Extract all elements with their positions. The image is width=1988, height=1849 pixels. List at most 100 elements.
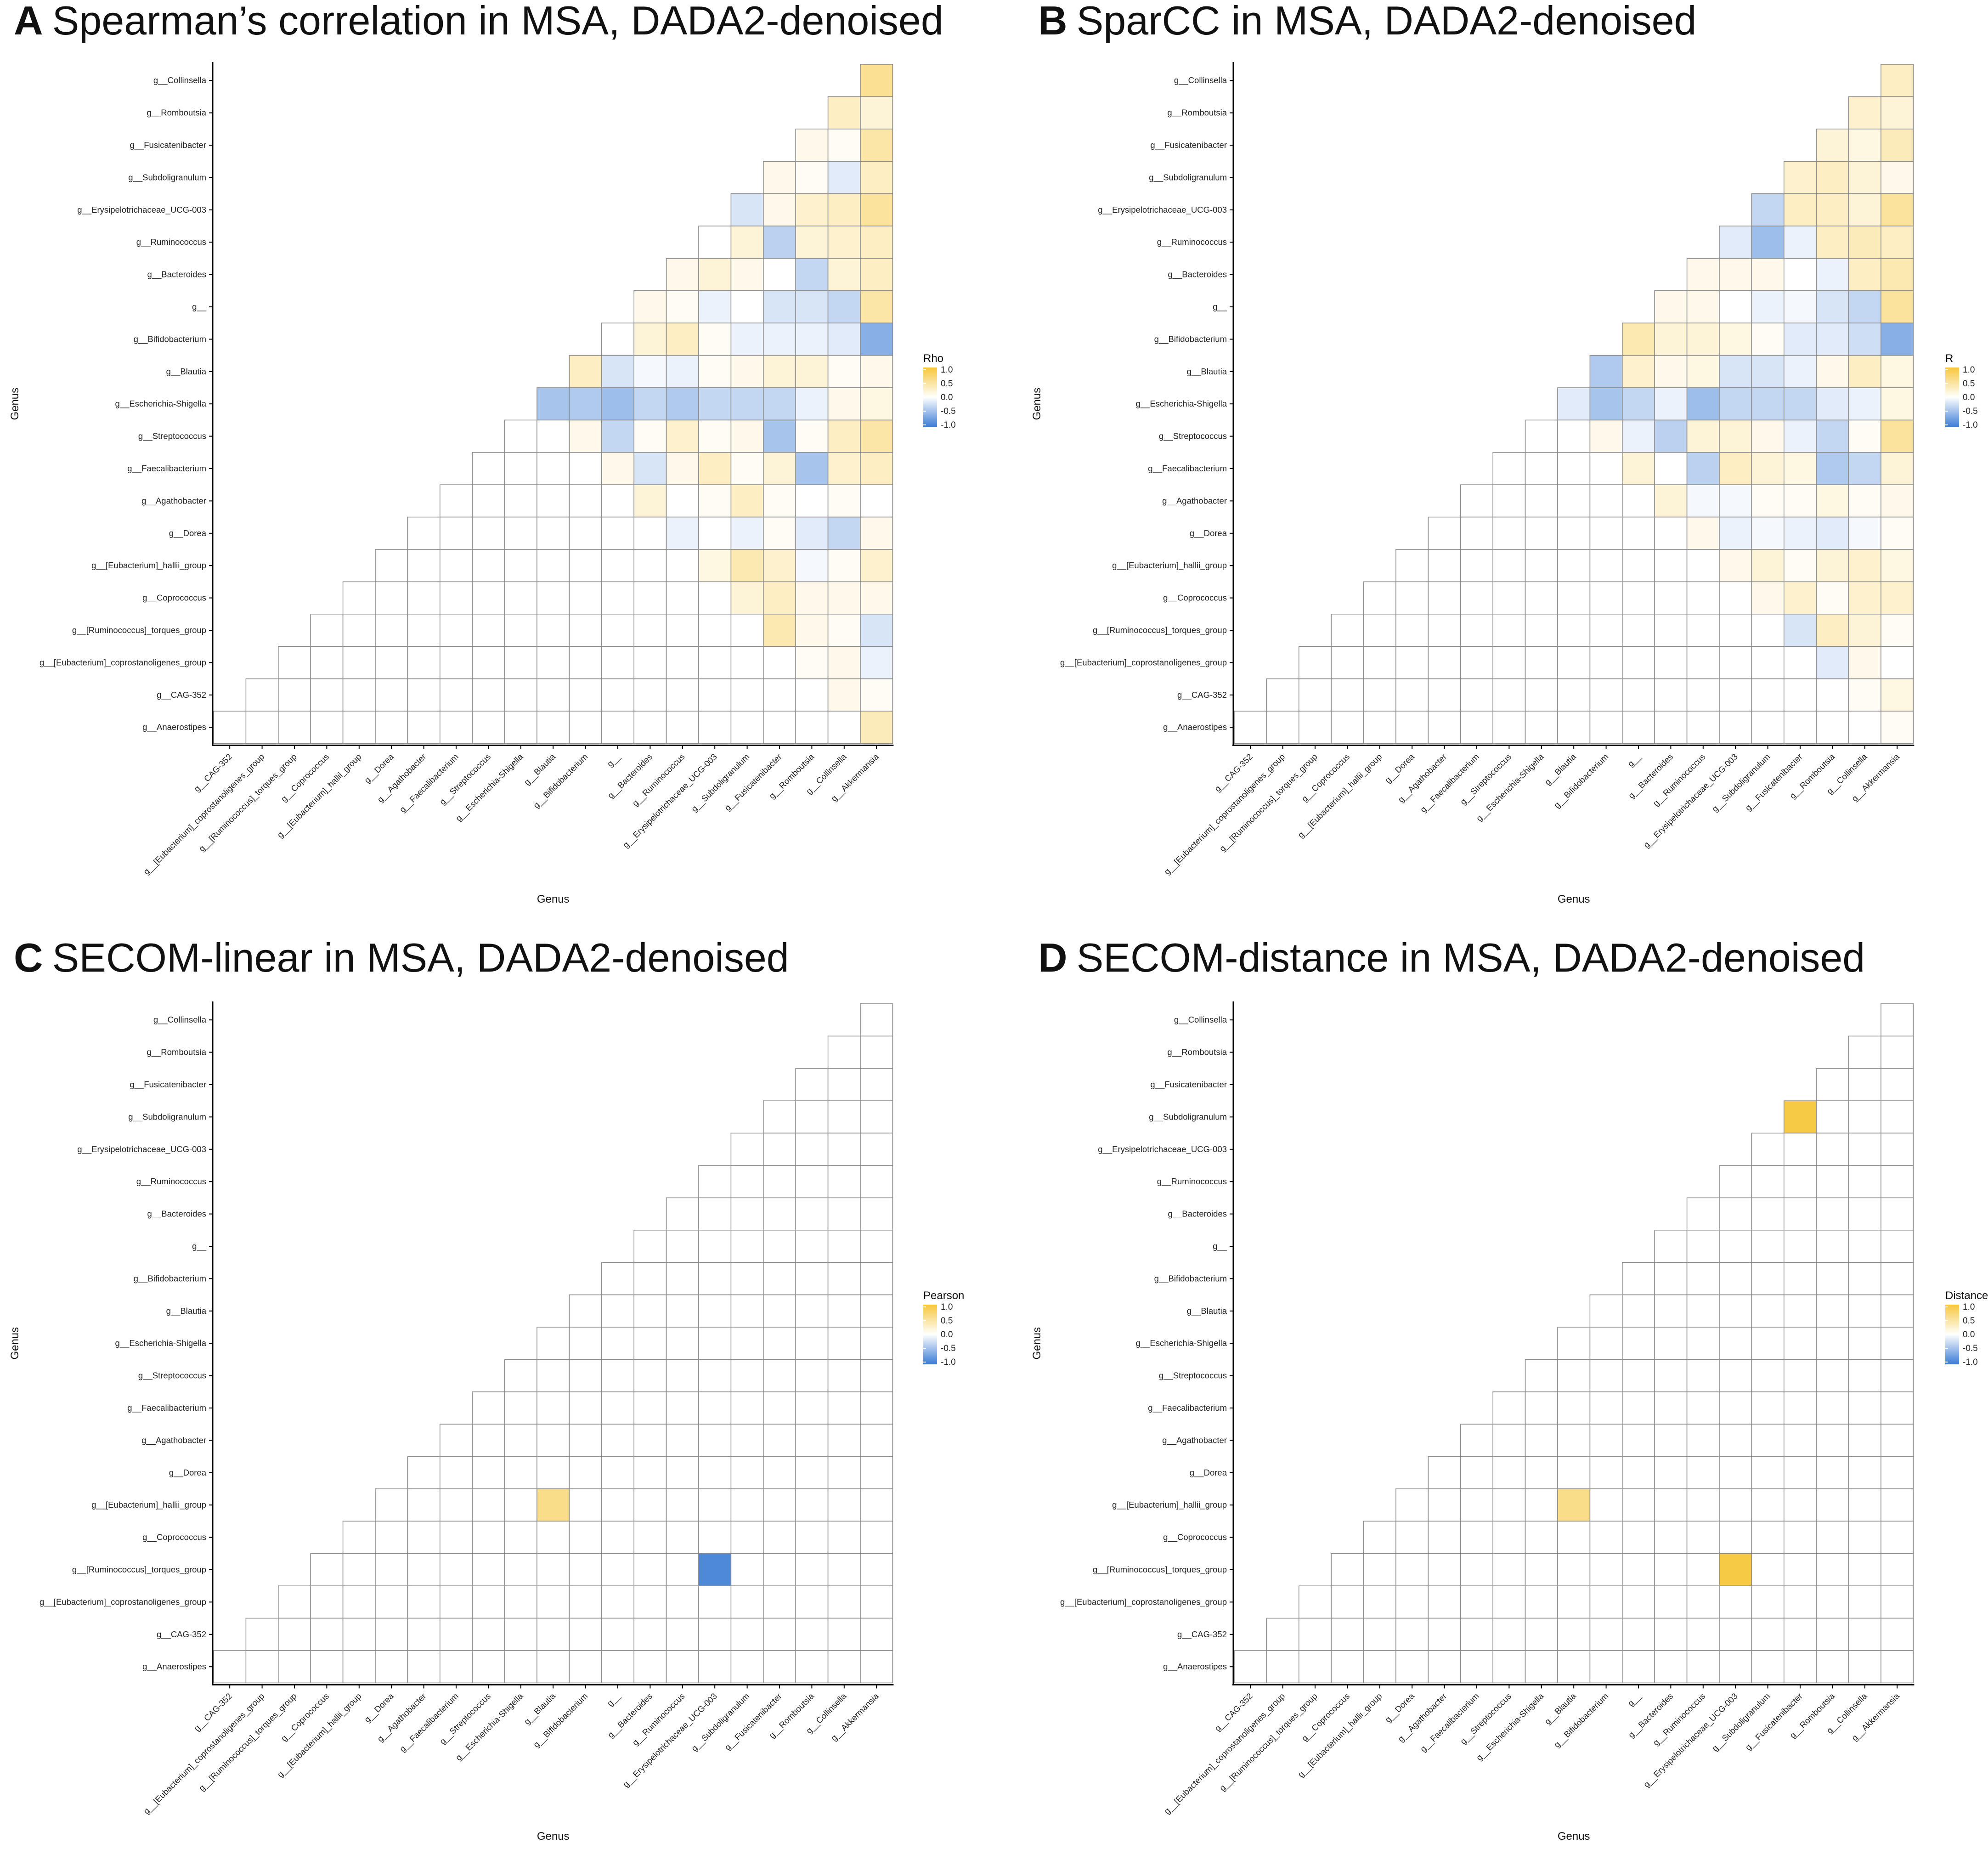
heatmap-cell	[537, 1327, 570, 1360]
heatmap-cell	[1816, 1262, 1849, 1295]
heatmap-cell	[1784, 678, 1817, 712]
heatmap-cell	[439, 581, 473, 615]
heatmap-cell	[1881, 1617, 1914, 1651]
heatmap-cell	[860, 355, 893, 388]
heatmap-cell	[1428, 581, 1461, 615]
heatmap-cell	[1492, 549, 1526, 582]
heatmap-cell	[1881, 1359, 1914, 1392]
heatmap-cell	[213, 1650, 247, 1684]
y-tick-label: g__Ruminococcus	[1157, 1176, 1227, 1187]
heatmap-cell	[1848, 1585, 1881, 1619]
heatmap-cell	[1816, 1521, 1849, 1554]
heatmap-cell	[698, 1294, 732, 1328]
heatmap-cell	[1848, 1359, 1881, 1392]
heatmap-cell	[827, 452, 861, 485]
panel-c-heatmap: g__Collinsella g__Romboutsia g__Fusicateni…	[9, 1001, 964, 1843]
heatmap-cell	[1784, 258, 1817, 291]
heatmap-cell	[1816, 355, 1849, 388]
y-tick-label: g__Coprococcus	[142, 1532, 206, 1543]
heatmap-cell	[730, 1585, 764, 1619]
heatmap-cell	[666, 1391, 699, 1425]
heatmap-cell	[375, 1585, 408, 1619]
legend-title: Pearson	[923, 1289, 964, 1302]
heatmap-cell	[1848, 452, 1881, 485]
heatmap-cell	[1784, 1294, 1817, 1328]
heatmap-cell	[1784, 355, 1817, 388]
heatmap-cell	[827, 614, 861, 647]
heatmap-cell	[310, 678, 344, 712]
heatmap-cell	[698, 1327, 732, 1360]
heatmap-cell	[1525, 711, 1558, 744]
heatmap-cell	[795, 355, 829, 388]
heatmap-cell	[1784, 1650, 1817, 1684]
heatmap-cell	[1784, 1617, 1817, 1651]
heatmap-cell	[1848, 1488, 1881, 1522]
heatmap-cell	[439, 1521, 473, 1554]
y-tick-label: g__Subdoligranulum	[1149, 1112, 1227, 1122]
legend-tick-label: 0.0	[941, 1330, 953, 1340]
panel-d: D SECOM-distance in MSA, DADA2-denoised g…	[1031, 935, 1988, 1843]
y-tick-label: g__CAG-352	[1177, 690, 1227, 700]
heatmap-cell	[698, 516, 732, 550]
x-tick-label: g__Subdoligranulum	[1710, 1691, 1773, 1753]
legend-tick-label: -0.5	[1963, 1344, 1978, 1353]
legend-tick-label: 0.0	[1963, 1330, 1975, 1340]
x-tick-label: g__Bifidobacterium	[531, 1691, 590, 1750]
heatmap-cell	[569, 355, 602, 388]
heatmap-cell	[1622, 1553, 1655, 1587]
heatmap-cell	[666, 1230, 699, 1263]
y-tick-label: g__CAG-352	[1177, 1629, 1227, 1640]
heatmap-cell	[1234, 1650, 1267, 1684]
x-tick-label: g__Bifidobacterium	[531, 752, 590, 810]
heatmap-cell	[1492, 1424, 1526, 1457]
heatmap-cell	[860, 1165, 893, 1199]
heatmap-cell	[1622, 419, 1655, 453]
heatmap-cell	[827, 290, 861, 323]
heatmap-cell	[633, 711, 667, 744]
x-tick-label: g__Subdoligranulum	[689, 752, 752, 814]
heatmap-cell	[1751, 452, 1785, 485]
heatmap-cell	[569, 581, 602, 615]
heatmap-cell	[1881, 1585, 1914, 1619]
heatmap-cell	[601, 1553, 635, 1587]
y-tick-label: g__[Eubacterium]_coprostanoligenes_group	[40, 657, 206, 667]
heatmap-cell	[1816, 646, 1849, 679]
heatmap-cell	[537, 1359, 570, 1392]
heatmap-cell	[1525, 581, 1558, 615]
heatmap-cell	[472, 1585, 505, 1619]
heatmap-cell	[1654, 1359, 1688, 1392]
heatmap-cell	[666, 1424, 699, 1457]
heatmap-cell	[1848, 226, 1881, 259]
heatmap-cell	[375, 1521, 408, 1554]
y-tick-label: g__Faecalibacterium	[127, 464, 206, 474]
legend-tick-label: 0.5	[941, 379, 953, 389]
heatmap-cell	[1557, 1617, 1591, 1651]
heatmap-cell	[1654, 1391, 1688, 1425]
panel-a-title: A Spearman’s correlation in MSA, DADA2-de…	[14, 0, 943, 43]
heatmap-cell	[1751, 419, 1785, 453]
heatmap-cell	[1848, 1424, 1881, 1457]
y-tick-label: g__Streptococcus	[1159, 1371, 1227, 1381]
heatmap-cell	[601, 1585, 635, 1619]
heatmap-cell	[1654, 1553, 1688, 1587]
heatmap-cell	[213, 711, 247, 744]
heatmap-cell	[698, 1262, 732, 1295]
heatmap-cell	[1460, 1553, 1494, 1587]
heatmap-cell	[1654, 1521, 1688, 1554]
heatmap-cell	[472, 1456, 505, 1489]
heatmap-cell	[1881, 581, 1914, 615]
heatmap-cell	[763, 484, 796, 518]
heatmap-cell	[342, 1585, 376, 1619]
legend-tick-label: 1.0	[1963, 365, 1975, 375]
x-axis-title: Genus	[1558, 893, 1590, 905]
heatmap-cell	[1751, 1456, 1785, 1489]
heatmap-cell	[1654, 1617, 1688, 1651]
heatmap-cell	[1719, 226, 1752, 259]
heatmap-cell	[730, 516, 764, 550]
heatmap-cell	[310, 1585, 344, 1619]
y-tick-label: g__Collinsella	[1174, 1015, 1227, 1025]
heatmap-cell	[1557, 1553, 1591, 1587]
heatmap-cell	[633, 1650, 667, 1684]
heatmap-cell	[1557, 1359, 1591, 1392]
heatmap-cell	[1460, 1585, 1494, 1619]
